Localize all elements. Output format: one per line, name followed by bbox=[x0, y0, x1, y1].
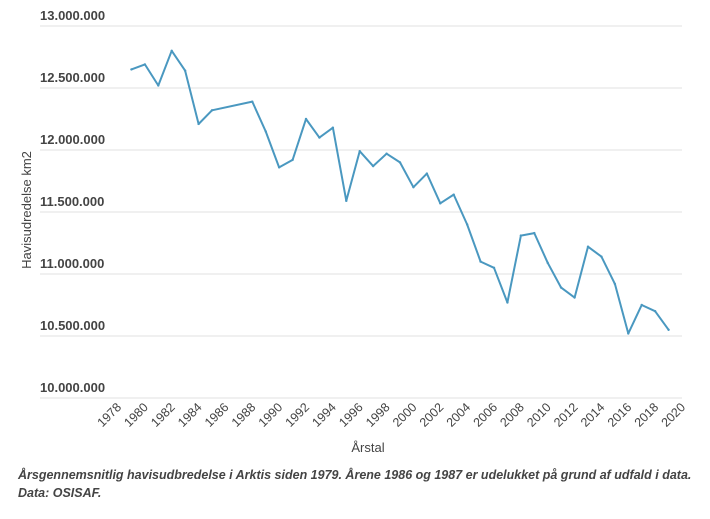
x-tick-label: 1998 bbox=[363, 400, 393, 430]
y-tick-label: 10.500.000 bbox=[40, 318, 105, 333]
data-point bbox=[331, 126, 335, 129]
x-tick-label: 1992 bbox=[283, 400, 313, 430]
data-point bbox=[385, 152, 388, 155]
x-tick-label: 1982 bbox=[148, 400, 178, 430]
x-tick-label: 2014 bbox=[578, 400, 608, 430]
caption-source: Data: OSISAF. bbox=[18, 486, 102, 500]
data-point bbox=[291, 158, 294, 162]
y-axis-ticks: 10.000.000 10.500.000 11.000.000 11.500.000… bbox=[40, 8, 105, 395]
data-point bbox=[600, 255, 603, 258]
caption-text: Årsgennemsnitlig havisudbredelse i Arkti… bbox=[18, 468, 692, 482]
x-tick-label: 2004 bbox=[444, 400, 474, 430]
y-tick-label: 12.000.000 bbox=[40, 132, 105, 147]
x-tick-label: 1980 bbox=[121, 400, 151, 430]
data-point bbox=[640, 303, 643, 307]
data-point bbox=[264, 130, 267, 133]
y-tick-label: 11.000.000 bbox=[40, 256, 104, 271]
x-tick-label: 1996 bbox=[336, 400, 366, 430]
data-point bbox=[358, 150, 361, 153]
x-tick-label: 2002 bbox=[417, 400, 447, 430]
data-point bbox=[412, 186, 415, 189]
y-tick-label: 12.500.000 bbox=[40, 70, 105, 85]
data-point bbox=[613, 282, 617, 286]
x-tick-label: 2018 bbox=[632, 400, 662, 430]
data-point bbox=[667, 328, 670, 331]
line-chart: 10.000.000 10.500.000 11.000.000 11.500.000… bbox=[19, 8, 689, 455]
data-point bbox=[210, 109, 214, 112]
x-tick-label: 2020 bbox=[659, 400, 689, 430]
data-point bbox=[157, 84, 160, 87]
data-point bbox=[479, 260, 482, 263]
x-tick-label: 2016 bbox=[605, 400, 635, 430]
data-point bbox=[197, 122, 200, 126]
x-tick-label: 1986 bbox=[202, 400, 232, 430]
data-point bbox=[519, 234, 523, 237]
data-point bbox=[627, 332, 630, 335]
data-point bbox=[573, 296, 576, 299]
data-point bbox=[130, 68, 133, 71]
x-tick-label: 1978 bbox=[95, 400, 125, 430]
data-point bbox=[492, 266, 496, 269]
chart-caption: Årsgennemsnitlig havisudbredelse i Arkti… bbox=[18, 466, 698, 502]
data-point bbox=[452, 193, 455, 196]
data-point bbox=[465, 223, 469, 226]
x-axis-ticks: 1978198019821984198619881990199219941996… bbox=[95, 400, 689, 430]
data-point bbox=[183, 69, 187, 72]
x-tick-label: 2006 bbox=[471, 400, 501, 430]
data-point bbox=[170, 49, 173, 52]
x-tick-label: 1984 bbox=[175, 400, 205, 430]
x-tick-label: 1994 bbox=[309, 400, 339, 430]
series-line bbox=[130, 49, 670, 335]
data-point bbox=[533, 231, 536, 235]
y-tick-label: 10.000.000 bbox=[40, 380, 105, 395]
data-point bbox=[398, 161, 402, 164]
x-tick-label: 2010 bbox=[524, 400, 554, 430]
y-tick-label: 13.000.000 bbox=[40, 8, 105, 23]
x-tick-label: 1988 bbox=[229, 400, 259, 430]
data-point bbox=[143, 63, 147, 66]
data-point bbox=[439, 202, 442, 205]
x-axis-label: Årstal bbox=[351, 440, 384, 455]
x-tick-label: 1990 bbox=[256, 400, 286, 430]
data-point bbox=[586, 245, 590, 248]
data-point bbox=[425, 172, 429, 175]
data-point bbox=[506, 301, 509, 304]
data-point bbox=[371, 164, 375, 168]
series-group bbox=[130, 49, 670, 335]
gridlines bbox=[40, 25, 682, 399]
data-point bbox=[345, 199, 348, 203]
x-tick-label: 2000 bbox=[390, 400, 420, 430]
x-tick-label: 2008 bbox=[497, 400, 527, 430]
data-point bbox=[277, 166, 281, 169]
data-point bbox=[251, 100, 254, 103]
data-point bbox=[546, 261, 549, 265]
data-point bbox=[318, 136, 321, 139]
x-tick-label: 2012 bbox=[551, 400, 581, 430]
y-tick-label: 11.500.000 bbox=[40, 194, 104, 209]
y-axis-label: Havisudredelse km2 bbox=[19, 151, 34, 269]
data-point bbox=[304, 117, 308, 121]
data-point bbox=[653, 310, 657, 313]
data-point bbox=[559, 286, 563, 289]
